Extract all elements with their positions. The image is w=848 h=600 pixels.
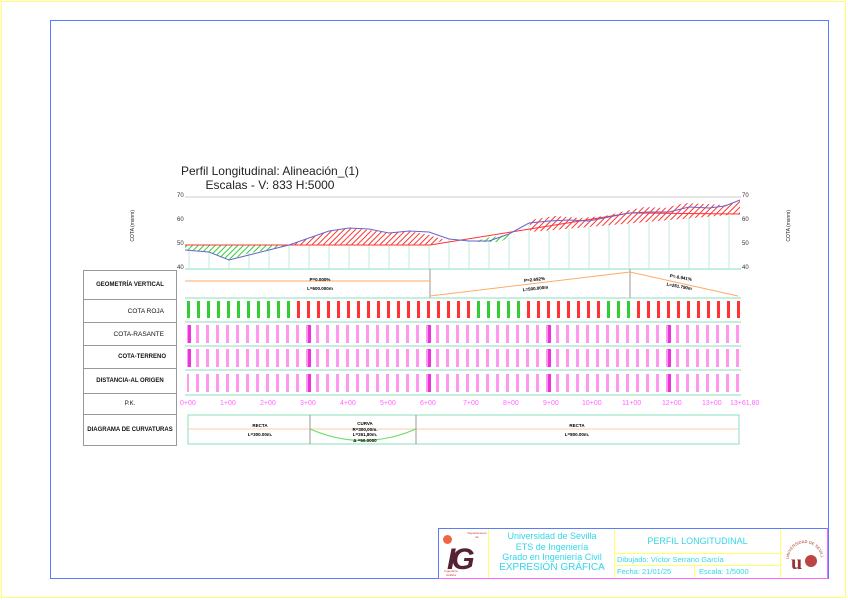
date-field: Fecha: 21/01/25 (615, 566, 695, 578)
degree-name: Grado en Ingeniería Civil (502, 552, 602, 562)
y-axis-label-right: COTA (msnm) (786, 210, 792, 242)
profile-chart (185, 196, 741, 445)
curvature-segment-3: RECTA L=800.00m. (532, 423, 622, 438)
pk-label: 7+00 (463, 400, 479, 407)
pk-label: 2+00 (260, 400, 276, 407)
subject-name: EXPRESIÓN GRÁFICA (499, 561, 605, 573)
logo-dot-icon (443, 535, 452, 544)
title-line-2: Escalas - V: 833 H:5000 (205, 178, 335, 192)
curv-2-radius: R=300,00m. (352, 426, 378, 432)
title-block (438, 528, 828, 579)
pk-label: 0+00 (180, 400, 196, 407)
institution-cell: Universidad de Sevilla ETS de Ingeniería… (490, 529, 615, 578)
vg-1-length: L=600.000m (307, 286, 333, 291)
vg-1-slope: P=0.000% (309, 277, 331, 282)
logo-dept-name: Ingeniería Gráfica (444, 569, 458, 577)
curv-3-type: RECTA (569, 423, 585, 428)
scale-field: Escala: 1/5000 (699, 567, 749, 576)
ytick-60: 60 (177, 217, 184, 223)
school-name: ETS de Ingeniería (515, 541, 589, 552)
pk-label: 13+61,80 (730, 400, 760, 407)
pk-label: 12+00 (662, 400, 682, 407)
university-name: Universidad de Sevilla (507, 531, 597, 541)
svg-text:u: u (791, 552, 802, 574)
curvature-segment-2: CURVA R=300,00m. L=261,80m. Δ =50.0000 (320, 421, 410, 443)
ytick-70-right: 70 (742, 193, 749, 199)
logo-ig-icon: IG (447, 543, 475, 576)
row-label-cota-terreno: COTA-TERRENO (83, 345, 177, 369)
ytick-70: 70 (177, 193, 184, 199)
row-label-curvaturas: DIAGRAMA DE CURVATURAS (83, 414, 177, 446)
department-logo: IG Departamento de Ingeniería Gráfica (439, 529, 489, 578)
ytick-40: 40 (177, 265, 184, 271)
curv-2-delta: Δ =50.0000 (353, 437, 377, 443)
drawn-by: Dibujado: Víctor Serrano García (615, 554, 780, 566)
row-label-geometria: GEOMETRÍA VERTICAL (83, 270, 177, 300)
curv-1-type: RECTA (252, 423, 268, 428)
pk-label: 6+00 (420, 400, 436, 407)
curv-2-type: CURVA (357, 421, 373, 426)
ytick-60-right: 60 (742, 217, 749, 223)
seal-icon: UNIVERSIDAD DE SEVILLA u (780, 525, 825, 574)
pk-label: 9+00 (543, 400, 559, 407)
pk-label: 11+00 (622, 400, 642, 407)
logo-dept-text: Departamento de (467, 531, 487, 539)
row-label-cota-roja: COTA ROJA (83, 299, 177, 323)
vg-segment-1: P=0.000% L=600.000m (290, 277, 350, 291)
profile-title: Perfil Longitudinal: Alineación_(1) Esca… (170, 164, 370, 192)
ytick-40-right: 40 (742, 265, 749, 271)
pk-label: 3+00 (300, 400, 316, 407)
curv-3-length: L=800.00m. (564, 432, 590, 437)
row-label-distancia: DISTANCIA-AL ORIGEN (83, 368, 177, 394)
y-axis-label-left: COTA (msnm) (130, 210, 136, 242)
pk-label: 5+00 (380, 400, 396, 407)
row-label-pk: P.K. (83, 393, 177, 415)
pk-label: 1+00 (220, 400, 236, 407)
drawing-title: PERFIL LONGITUDINAL (615, 529, 780, 554)
university-seal: UNIVERSIDAD DE SEVILLA u (780, 525, 827, 578)
pk-label: 13+00 (702, 400, 722, 407)
ytick-50-right: 50 (742, 241, 749, 247)
curv-2-length: L=261,80m. (352, 432, 378, 437)
curv-1-length: L=300.00m. (247, 432, 273, 437)
curvature-segment-1: RECTA L=300.00m. (215, 423, 305, 438)
pk-label: 8+00 (503, 400, 519, 407)
pk-label: 10+00 (582, 400, 602, 407)
svg-text:UNIVERSIDAD DE SEVILLA: UNIVERSIDAD DE SEVILLA (781, 529, 825, 559)
row-label-cota-rasante: COTA-RASANTE (83, 322, 177, 346)
pk-label: 4+00 (340, 400, 356, 407)
title-line-1: Perfil Longitudinal: Alineación_(1) (180, 164, 360, 178)
ytick-50: 50 (177, 241, 184, 247)
